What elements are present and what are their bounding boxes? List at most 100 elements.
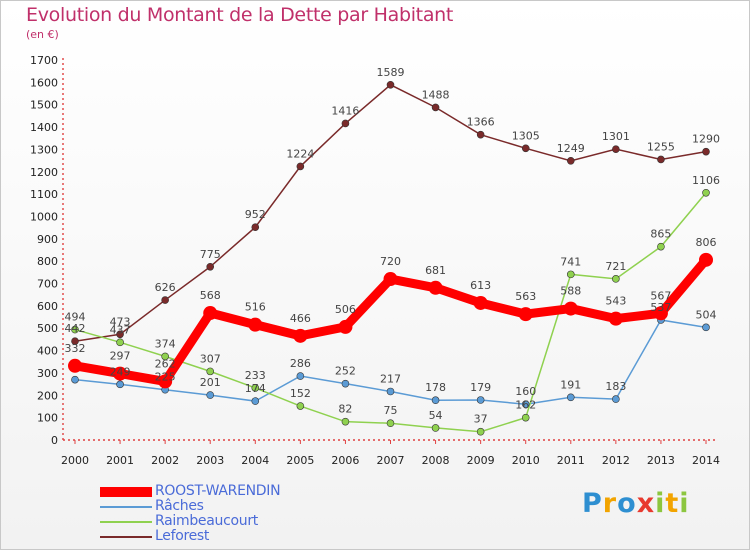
x-tick-label: 2007 [377,454,405,467]
series-point [431,396,440,405]
series-point [702,323,710,332]
series-point [71,375,79,384]
y-tick-label: 600 [37,300,58,313]
series-point [657,155,665,164]
chart-title: Evolution du Montant de la Dette par Hab… [26,4,454,26]
chart-unit: (en €) [26,28,59,41]
data-label: 75 [384,404,398,417]
data-label: 563 [515,290,536,303]
series-point [521,144,530,153]
data-label: 201 [200,376,221,389]
y-tick-label: 0 [51,434,58,447]
series-point [699,252,713,267]
series-point [296,402,305,410]
x-tick-label: 2013 [647,454,675,467]
data-label: 297 [110,350,131,363]
data-label: 613 [470,279,491,292]
series-point [476,396,485,404]
series-point [608,311,623,326]
x-tick-label: 2011 [557,454,585,467]
data-label: 307 [200,352,221,365]
data-label: 233 [245,369,266,382]
series-point [71,337,79,346]
y-tick-label: 500 [37,322,58,335]
data-label: 494 [65,311,86,324]
logo-letter: i [679,488,690,519]
data-label: 174 [245,382,266,395]
y-tick-label: 400 [37,345,58,358]
data-label: 626 [155,281,176,294]
series-point [386,387,395,396]
series-point [476,130,485,139]
series-point [338,319,353,334]
logo-letter: o [617,488,637,519]
series-point [206,367,215,376]
series-point [518,307,533,322]
x-tick-label: 2012 [602,454,630,467]
data-label: 567 [650,289,671,302]
y-tick-label: 1600 [30,76,58,89]
series-point [612,275,620,283]
data-label: 543 [605,295,626,308]
data-label: 160 [515,385,536,398]
x-tick-label: 2008 [422,454,450,467]
data-label: 506 [335,303,356,316]
series-line-2 [74,192,707,433]
y-tick-label: 700 [37,278,58,291]
data-label: 681 [425,264,446,277]
series-point [612,145,620,153]
data-label: 504 [696,308,717,321]
x-tick-label: 2003 [196,454,224,467]
series-point [203,306,218,321]
data-label: 721 [605,260,626,273]
series-point [383,272,398,287]
series-point [521,413,530,422]
data-label: 537 [650,301,671,314]
series-point [251,397,260,405]
y-tick-label: 1100 [30,188,58,201]
series-point [612,395,620,403]
x-tick-label: 2009 [467,454,495,467]
data-label: 1290 [692,133,720,146]
data-label: 374 [155,337,176,350]
legend-label: ROOST-WARENDIN [155,483,281,499]
data-label: 473 [110,315,131,328]
y-tick-label: 200 [37,389,58,402]
series-point [702,147,710,156]
x-tick-label: 2001 [106,454,134,467]
series-point [206,391,215,399]
series-point [476,427,485,436]
data-label: 252 [335,365,356,378]
data-label: 179 [470,381,491,394]
data-label: 568 [200,289,221,302]
y-tick-label: 800 [37,255,58,268]
logo-letter: i [655,488,666,519]
data-label: 152 [290,387,311,400]
series-point [248,317,263,332]
y-tick-label: 1500 [30,99,58,112]
data-label: 1224 [286,147,314,160]
y-tick-label: 1700 [30,54,58,67]
legend-swatch [100,487,152,497]
data-label: 775 [200,248,221,261]
series-point [296,372,305,380]
legend-swatch [100,536,152,538]
data-label: 1366 [467,116,495,129]
series-point [116,338,124,347]
series-point [293,328,308,343]
data-label: 225 [155,371,176,384]
x-tick-label: 2004 [241,454,269,467]
series-point [68,358,82,373]
series-point [341,379,350,388]
data-label: 1416 [331,104,359,117]
series-point [566,157,575,165]
series-point [657,242,665,251]
series-point [158,374,173,389]
x-tick-label: 2000 [61,454,89,467]
series-point [251,223,260,231]
data-label: 741 [560,255,581,268]
data-label: 516 [245,301,266,314]
data-label: 720 [380,255,401,268]
series-point [566,270,575,279]
